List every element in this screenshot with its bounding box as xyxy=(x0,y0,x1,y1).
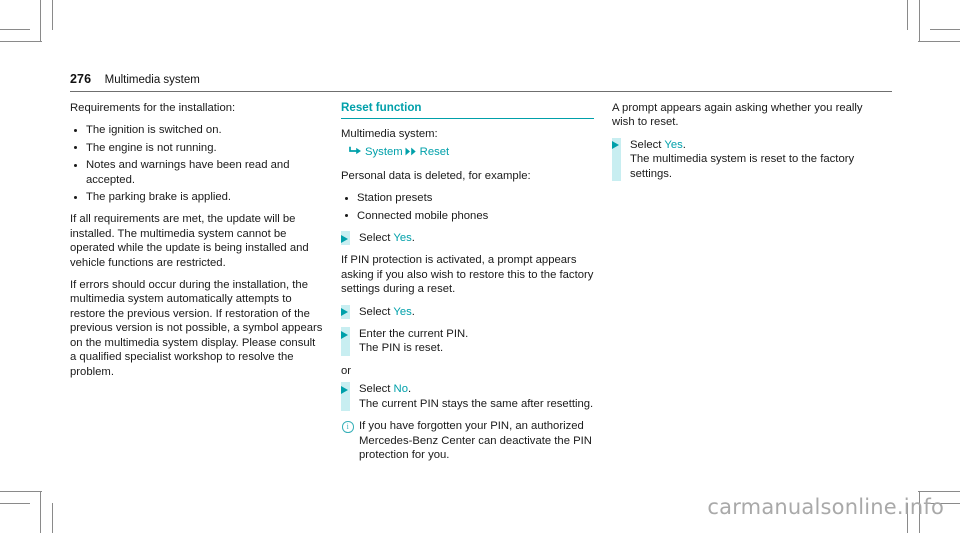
reset-prompt-paragraph: A prompt appears again asking whether yo… xyxy=(612,102,863,129)
menu-path: System Reset xyxy=(341,145,594,160)
chapter-title: Multimedia system xyxy=(104,74,200,86)
info-circle-icon: i xyxy=(342,421,354,433)
crop-mark-top-right-vertical xyxy=(919,0,920,42)
menu-path-first[interactable]: System xyxy=(365,146,403,159)
step-prefix: Select xyxy=(359,305,394,318)
list-item: Notes and warnings have been read and ac… xyxy=(70,158,323,187)
bullet-dot-icon xyxy=(74,163,77,167)
step-accent-bar xyxy=(612,137,621,182)
step-value[interactable]: Yes xyxy=(393,305,412,318)
list-item: The parking brake is applied. xyxy=(70,190,323,204)
crop-mark-bottom-right-horizontal-2 xyxy=(930,503,960,504)
site-watermark: carmanualsonline.info xyxy=(707,495,944,519)
crop-mark-top-right-horizontal xyxy=(918,41,960,42)
double-chevron-icon xyxy=(405,146,417,160)
crop-mark-top-right-horizontal-2 xyxy=(930,29,960,30)
step-triangle-icon xyxy=(612,141,619,150)
list-item-label: Station presets xyxy=(357,192,433,205)
personal-data-list: Station presets Connected mobile phones xyxy=(341,191,594,223)
step-select-yes-right: Select Yes. The multimedia system is res… xyxy=(612,137,865,182)
update-error-paragraph: If errors should occur during the instal… xyxy=(70,279,323,378)
hook-arrow-icon xyxy=(349,146,362,160)
page-number: 276 xyxy=(70,72,92,86)
crop-mark-bottom-left-vertical xyxy=(40,491,41,533)
crop-mark-top-left-vertical xyxy=(40,0,41,42)
step-select-yes-2: Select Yes. xyxy=(341,304,594,320)
step-suffix: . xyxy=(411,232,415,245)
crop-mark-top-left-vertical-2 xyxy=(52,0,53,30)
crop-mark-bottom-left-vertical-2 xyxy=(52,503,53,533)
personal-data-intro: Personal data is deleted, for example: xyxy=(341,169,531,182)
crop-mark-bottom-left-horizontal xyxy=(0,491,42,492)
list-item-label: The engine is not running. xyxy=(86,141,217,154)
step-select-no: Select No. The current PIN stays the sam… xyxy=(341,382,594,412)
step-text: Select Yes. xyxy=(630,138,865,152)
bullet-dot-icon xyxy=(74,195,77,199)
crop-mark-bottom-left-horizontal-2 xyxy=(0,503,30,504)
list-item: Connected mobile phones xyxy=(341,209,594,223)
step-value[interactable]: Yes xyxy=(664,138,683,151)
crop-mark-top-right-vertical-2 xyxy=(907,0,908,30)
list-item-label: The ignition is switched on. xyxy=(86,124,222,137)
crop-mark-bottom-right-vertical xyxy=(919,491,920,533)
column-middle: Reset function Multimedia system: System… xyxy=(341,101,594,470)
step-triangle-icon xyxy=(341,330,348,339)
bullet-dot-icon xyxy=(74,128,77,132)
step-suffix: . xyxy=(411,305,415,318)
multimedia-system-label: Multimedia system: xyxy=(341,128,438,140)
step-enter-pin: Enter the current PIN. The PIN is reset. xyxy=(341,327,594,356)
step-text: Select No. xyxy=(359,382,594,396)
step-triangle-icon xyxy=(341,385,348,394)
info-note: i If you have forgotten your PIN, an aut… xyxy=(341,419,594,462)
header-divider xyxy=(70,91,892,92)
step-subline: The current PIN stays the same after res… xyxy=(359,397,594,410)
list-item-label: The parking brake is applied. xyxy=(86,191,232,204)
update-install-paragraph: If all requirements are met, the update … xyxy=(70,213,309,269)
step-suffix: . xyxy=(682,138,686,151)
requirements-list: The ignition is switched on. The engine … xyxy=(70,123,323,204)
step-prefix: Select xyxy=(359,383,394,396)
info-note-text: If you have forgotten your PIN, an autho… xyxy=(359,420,592,461)
pin-protection-paragraph: If PIN protection is activated, a prompt… xyxy=(341,254,594,296)
bullet-dot-icon xyxy=(345,196,348,200)
section-heading-reset-function: Reset function xyxy=(341,101,594,119)
step-text: Enter the current PIN. xyxy=(359,328,469,341)
crop-mark-bottom-right-vertical-2 xyxy=(907,503,908,533)
list-item-label: Notes and warnings have been read and ac… xyxy=(86,159,290,186)
list-item: The engine is not running. xyxy=(70,141,323,155)
step-value[interactable]: No xyxy=(393,383,408,396)
page-header: 276 Multimedia system xyxy=(70,70,892,92)
list-item-label: Connected mobile phones xyxy=(357,209,489,222)
step-text: Select Yes. xyxy=(359,231,594,245)
requirements-intro: Requirements for the installation: xyxy=(70,102,236,114)
crop-mark-top-left-horizontal xyxy=(0,41,42,42)
list-item: Station presets xyxy=(341,191,594,205)
step-triangle-icon xyxy=(341,308,348,317)
step-prefix: Select xyxy=(359,232,394,245)
column-right: A prompt appears again asking whether yo… xyxy=(612,101,865,189)
step-suffix: . xyxy=(408,383,412,396)
or-separator: or xyxy=(341,364,352,377)
list-item: The ignition is switched on. xyxy=(70,123,323,137)
page-columns: Requirements for the installation: The i… xyxy=(70,101,892,461)
menu-path-second[interactable]: Reset xyxy=(419,146,450,159)
step-accent-bar xyxy=(341,327,350,356)
step-select-yes-1: Select Yes. xyxy=(341,231,594,246)
step-subline: The PIN is reset. xyxy=(359,342,444,355)
step-prefix: Select xyxy=(630,138,665,151)
crop-mark-top-left-horizontal-2 xyxy=(0,29,30,30)
crop-mark-bottom-right-horizontal xyxy=(918,491,960,492)
step-text: Select Yes. xyxy=(359,305,594,319)
step-subline: The multimedia system is reset to the fa… xyxy=(630,153,855,180)
bullet-dot-icon xyxy=(345,214,348,218)
column-left: Requirements for the installation: The i… xyxy=(70,101,323,387)
step-value[interactable]: Yes xyxy=(393,232,412,245)
step-triangle-icon xyxy=(341,234,348,243)
bullet-dot-icon xyxy=(74,146,77,150)
step-accent-bar xyxy=(341,382,350,412)
